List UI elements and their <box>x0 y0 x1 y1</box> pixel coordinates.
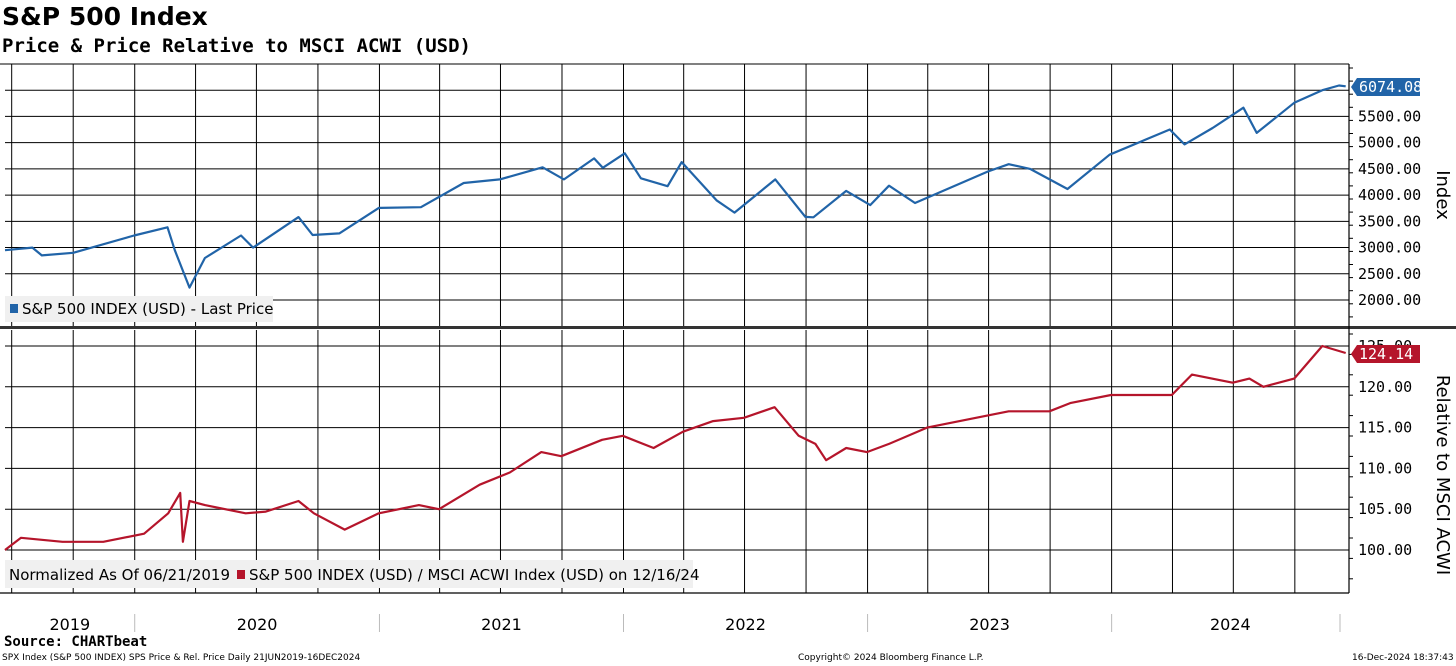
legends: S&P 500 INDEX (USD) - Last Price Normaliz… <box>5 296 700 588</box>
chart-subtitle: Price & Price Relative to MSCI ACWI (USD… <box>2 35 471 57</box>
relative-axis-label: Relative to MSCI ACWI <box>1432 375 1453 575</box>
price-y-ticks: 2000.00 2500.00 3000.00 3500.00 4000.00 4500.… <box>1358 107 1421 309</box>
y-tick-label: 5500.00 <box>1358 107 1421 125</box>
y-tick-label: 4000.00 <box>1358 186 1421 204</box>
relative-legend-box <box>5 560 693 588</box>
footer-left: SPX Index (S&P 500 INDEX) SPS Price & Re… <box>2 653 361 663</box>
panel-separator <box>0 326 1456 329</box>
plot-frame <box>0 63 1456 594</box>
relative-last-value-tag <box>1351 345 1420 363</box>
relative-last-value-label: 124.14 <box>1359 345 1413 363</box>
gridlines <box>5 64 1349 593</box>
price-line <box>4 84 1346 289</box>
last-value-tags: 6074.08 124.14 <box>1351 78 1422 363</box>
price-axis-label: Index <box>1432 170 1453 220</box>
price-series <box>4 84 1346 289</box>
x-tick-label: 2023 <box>969 615 1010 634</box>
relative-legend-label: S&P 500 INDEX (USD) / MSCI ACWI Index (U… <box>249 566 700 584</box>
footer-copyright: Copyright© 2024 Bloomberg Finance L.P. <box>798 653 984 663</box>
y-tick-label: 3000.00 <box>1358 239 1421 257</box>
source-note: Source: CHARTbeat <box>4 634 148 650</box>
y-tick-label: 2000.00 <box>1358 291 1421 309</box>
x-tick-label: 2019 <box>50 615 91 634</box>
x-tick-label: 2022 <box>725 615 766 634</box>
price-legend-box <box>5 296 273 322</box>
normalized-note: Normalized As Of 06/21/2019 <box>9 566 230 584</box>
price-legend-swatch <box>10 304 18 313</box>
y-tick-label: 115.00 <box>1358 419 1412 437</box>
relative-series <box>4 344 1347 551</box>
chart-title: S&P 500 Index <box>2 2 208 31</box>
y-tick-label: 5000.00 <box>1358 134 1421 152</box>
relative-legend-swatch <box>237 570 245 579</box>
x-tick-label: 2024 <box>1210 615 1251 634</box>
x-axis-labels: 2019 2020 2021 2022 2023 2024 <box>50 614 1341 634</box>
y-tick-label: 2500.00 <box>1358 265 1421 283</box>
y-tick-label: 4500.00 <box>1358 160 1421 178</box>
y-tick-label: 105.00 <box>1358 500 1412 518</box>
price-legend-label: S&P 500 INDEX (USD) - Last Price <box>22 300 273 318</box>
relative-line <box>4 344 1347 551</box>
y-tick-label: 100.00 <box>1358 541 1412 559</box>
y-tick-label: 3500.00 <box>1358 212 1421 230</box>
x-tick-label: 2021 <box>481 615 522 634</box>
x-tick-label: 2020 <box>237 615 278 634</box>
footer-timestamp: 16-Dec-2024 18:37:43 <box>1352 653 1454 663</box>
y-tick-label: 110.00 <box>1358 459 1412 477</box>
y-tick-label: 120.00 <box>1358 378 1412 396</box>
price-last-value-label: 6074.08 <box>1359 78 1422 96</box>
price-last-value-tag <box>1351 78 1420 96</box>
